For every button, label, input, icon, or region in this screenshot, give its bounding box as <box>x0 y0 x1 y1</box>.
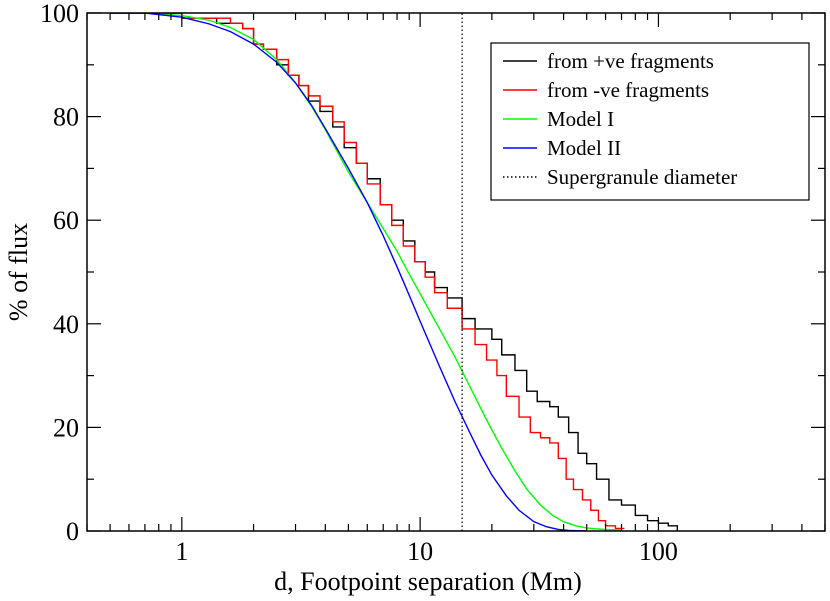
legend-label: Supergranule diameter <box>547 165 737 189</box>
series-layer <box>110 13 678 531</box>
series-line-model-ii <box>110 13 587 531</box>
legend-label: from -ve fragments <box>547 78 709 102</box>
legend-label: from +ve fragments <box>547 49 714 73</box>
tick-layer <box>86 12 826 532</box>
y-tick-label: 100 <box>40 0 79 28</box>
series-line-model-i <box>110 13 622 531</box>
y-tick-label: 20 <box>53 413 79 442</box>
x-tick-label: 10 <box>407 537 433 566</box>
label-layer: 1 10 100 0 20 40 60 80 100 d, Footpoint separatio… <box>4 0 678 596</box>
x-tick-label: 1 <box>175 537 188 566</box>
series-line-from-ve-fragments <box>110 13 625 530</box>
legend: from +ve fragments from -ve fragments Mode… <box>490 42 810 201</box>
y-tick-label: 80 <box>53 103 79 132</box>
y-axis-title: % of flux <box>4 223 33 321</box>
y-tick-label: 60 <box>53 206 79 235</box>
legend-box <box>490 42 810 201</box>
legend-label: Model II <box>547 136 621 160</box>
y-tick-label: 40 <box>53 310 79 339</box>
legend-label: Model I <box>547 107 614 131</box>
y-tick-label: 0 <box>66 517 79 546</box>
x-tick-label: 100 <box>639 537 678 566</box>
x-axis-title: d, Footpoint separation (Mm) <box>274 567 582 596</box>
